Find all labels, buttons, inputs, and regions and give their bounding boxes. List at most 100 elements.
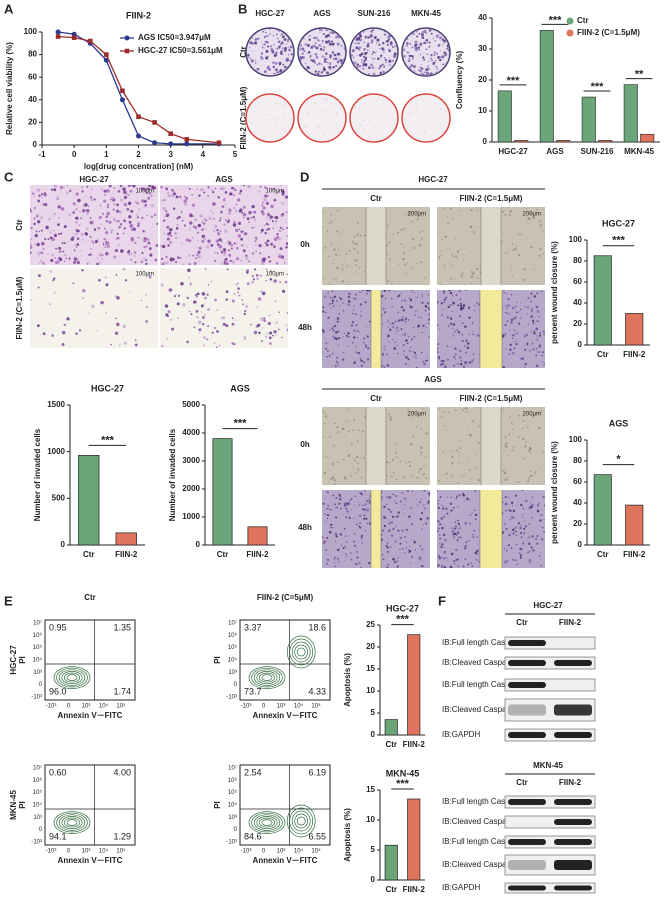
- contour: [294, 813, 309, 829]
- significance-label: *: [616, 454, 621, 466]
- data-point: [87, 38, 93, 44]
- x-tick-label: SUN-216: [581, 147, 614, 156]
- data-point: [136, 114, 141, 120]
- y-tick-label: -10³: [226, 840, 237, 846]
- y-tick-label: 10⁶: [228, 777, 238, 784]
- significance-label: ***: [507, 75, 521, 87]
- cells: [160, 185, 288, 265]
- y-tick-label: 0: [371, 730, 376, 739]
- micrograph: [160, 268, 288, 348]
- bar: [623, 84, 638, 143]
- quadrant-value: 4.33: [308, 686, 326, 696]
- blot-band: [554, 732, 592, 738]
- plate: [297, 93, 347, 143]
- row-label: IB:GAPDH: [442, 883, 480, 892]
- x-tick-label: 10⁴: [294, 703, 304, 710]
- contour: [291, 641, 311, 663]
- row-label: 48h: [298, 523, 312, 532]
- y-tick-label: 10³: [228, 670, 237, 676]
- panel-label: F: [438, 593, 446, 608]
- bar: [407, 634, 421, 736]
- y-tick-label: 20: [366, 642, 375, 651]
- blot-band: [508, 682, 546, 688]
- y-tick-label: 40: [28, 95, 37, 104]
- y-axis-label: Number of invaded cells: [33, 428, 42, 521]
- contour: [66, 819, 78, 826]
- blot-band: [508, 839, 546, 845]
- x-tick-label: -1: [38, 150, 46, 159]
- data-point: [71, 35, 77, 40]
- group-title: HGC-27: [418, 175, 448, 184]
- column-label: FIIN-2: [559, 618, 582, 627]
- plate: [349, 93, 399, 143]
- y-tick-label: 10⁶: [33, 777, 43, 784]
- significance-label: ***: [234, 418, 248, 430]
- y-axis-label: peroent wound closure (%): [550, 241, 559, 344]
- quadrant-value: 96.0: [49, 686, 67, 696]
- y-axis-label: Apoptosis (%): [343, 653, 352, 707]
- significance-label: ***: [549, 14, 563, 26]
- data-point: [55, 29, 61, 35]
- contour: [259, 817, 275, 828]
- contour: [56, 667, 88, 688]
- panel-label: C: [4, 169, 14, 184]
- legend-label: FIIN-2 (C=1.5μM): [577, 28, 640, 37]
- y-tick-label: 0: [578, 340, 583, 349]
- legend-label: Ctr: [577, 16, 589, 25]
- y-tick-label: 100: [24, 27, 38, 36]
- data-point: [168, 141, 174, 147]
- y-tick-label: 0: [39, 827, 43, 833]
- y-tick-label: 10⁵: [228, 789, 238, 796]
- wound-gap: [366, 207, 386, 285]
- y-axis-label: Apoptosis (%): [343, 808, 352, 862]
- y-tick-label: 40: [573, 498, 582, 507]
- contour: [61, 816, 83, 830]
- scale-bar-label: 100μm: [266, 272, 284, 278]
- plate: [245, 27, 295, 77]
- y-tick-label: 10: [366, 815, 375, 824]
- contour: [256, 671, 278, 685]
- blot-band: [554, 839, 592, 845]
- y-tick-label: 0: [234, 682, 238, 688]
- data-point: [104, 52, 109, 57]
- x-tick-label: 10³: [277, 849, 286, 855]
- blot-title: MKN-45: [533, 761, 563, 770]
- data-point: [119, 97, 125, 103]
- x-tick-label: -10³: [241, 849, 252, 855]
- significance-label: ***: [396, 614, 410, 626]
- significance-label: ***: [591, 81, 605, 93]
- contour: [261, 819, 273, 826]
- y-tick-label: 1000: [47, 447, 65, 456]
- x-axis-label: Annexin V－FITC: [253, 856, 318, 865]
- x-axis-label: Annexin V－FITC: [253, 711, 318, 720]
- y-tick-label: 10⁵: [33, 789, 43, 796]
- scale-bar-label: 100μm: [266, 189, 284, 195]
- y-tick-label: 20: [28, 118, 37, 127]
- bar: [593, 255, 612, 346]
- bar: [212, 438, 233, 546]
- scale-bar-label: 200μm: [408, 412, 426, 418]
- contour: [294, 644, 309, 660]
- y-tick-label: 80: [573, 256, 582, 265]
- x-tick-label: 10⁴: [99, 848, 109, 855]
- y-tick-label: 10: [478, 106, 487, 115]
- column-label: FIIN-2 (C=1.5μM): [460, 194, 523, 203]
- significance-label: **: [635, 69, 644, 81]
- y-tick-label: 1500: [47, 400, 65, 409]
- contour: [289, 807, 314, 835]
- panel-label: B: [238, 1, 247, 16]
- x-tick-label: 10⁵: [116, 703, 126, 710]
- chart-title: MKN-45: [386, 768, 420, 778]
- x-tick-label: FIIN-2: [115, 550, 138, 559]
- y-axis-label: peroent wound closure (%): [550, 441, 559, 544]
- column-label: HGC-27: [255, 9, 285, 18]
- legend-label: HGC-27 IC50=3.561μM: [138, 46, 223, 55]
- bar: [598, 140, 613, 143]
- y-tick-label: 0: [483, 137, 488, 146]
- column-label: Ctr: [370, 394, 382, 403]
- row-label: IB:Full length Caspase 9: [442, 680, 530, 689]
- blot-title: HGC-27: [533, 601, 563, 610]
- wound-gap: [481, 407, 501, 485]
- column-label: Ctr: [516, 618, 528, 627]
